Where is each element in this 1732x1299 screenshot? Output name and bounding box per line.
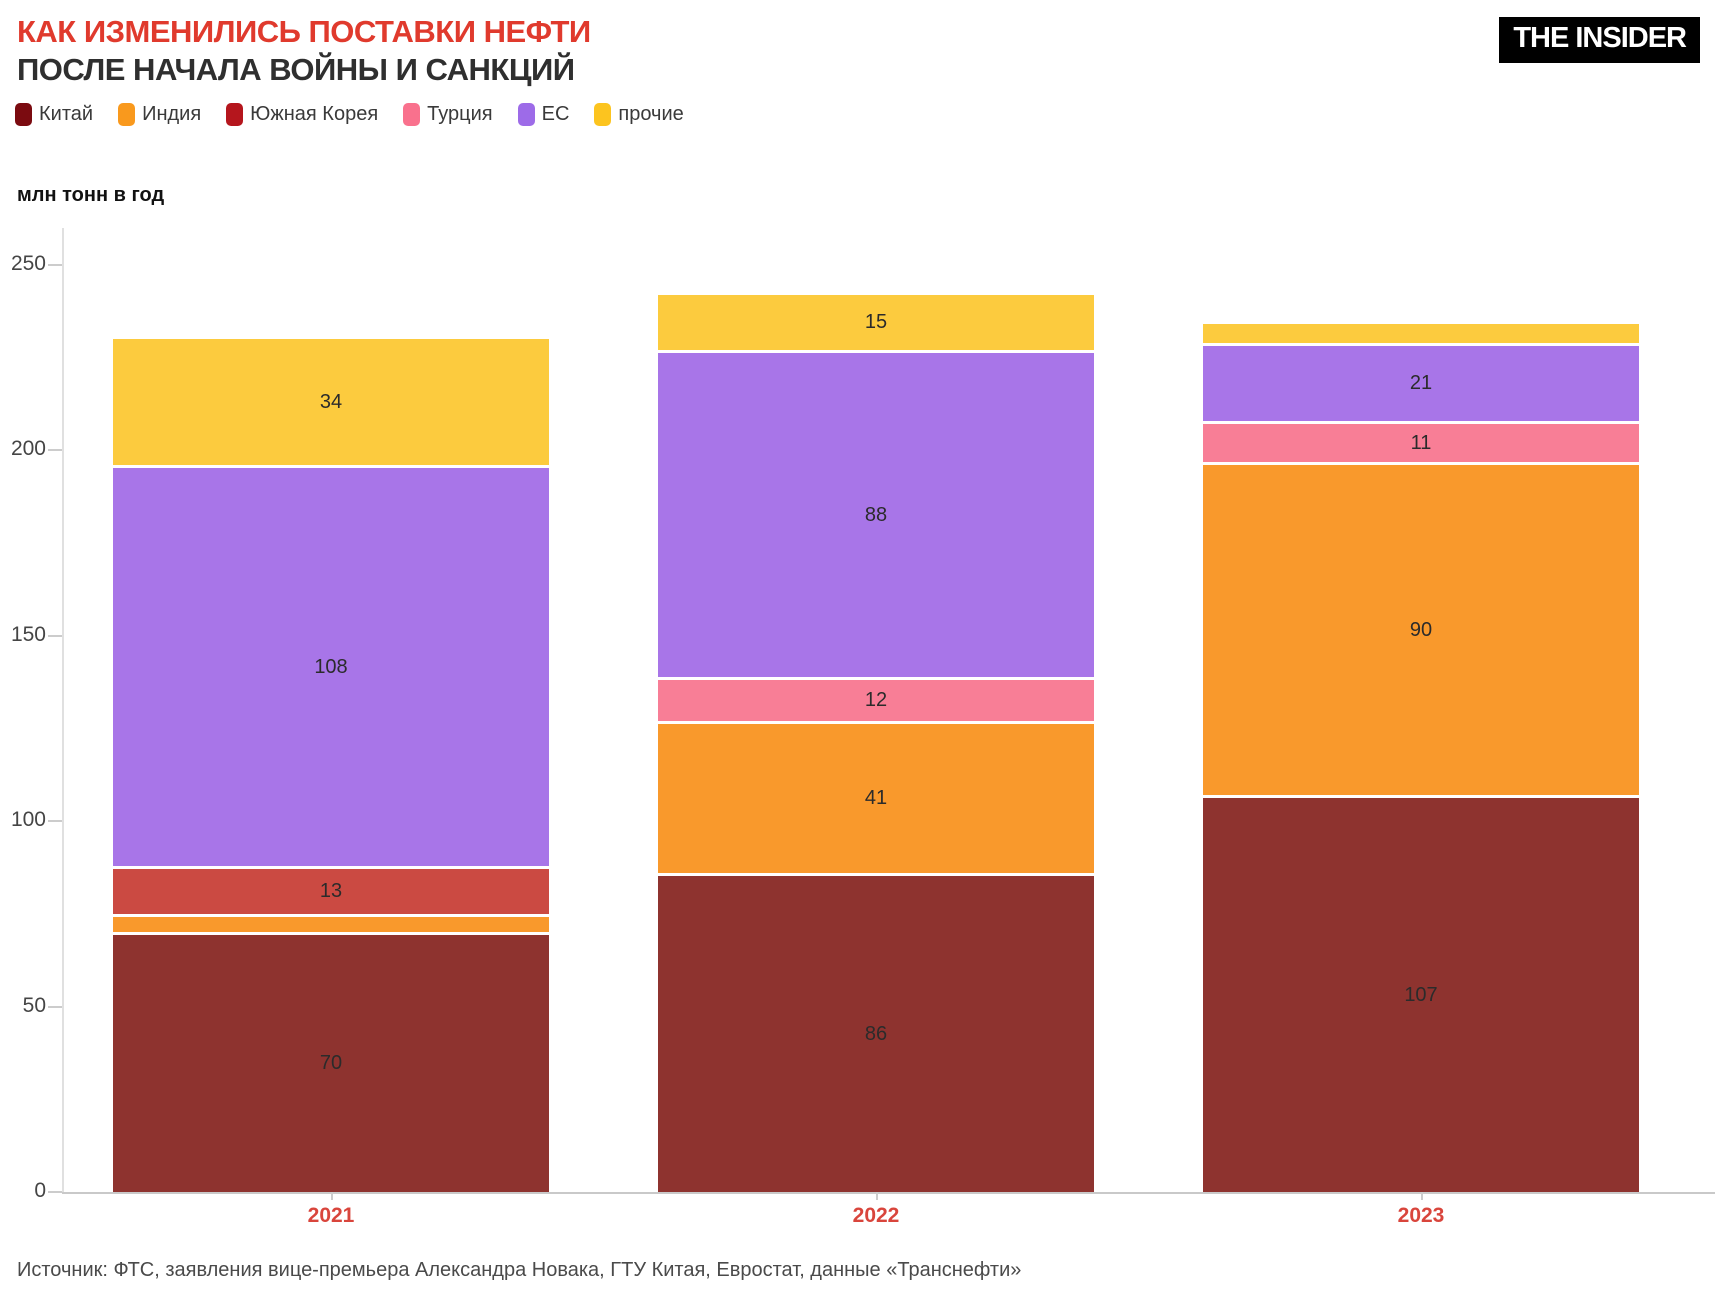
legend-swatch-icon [403, 103, 421, 126]
segment-value-label: 90 [1409, 618, 1433, 641]
y-axis-tick [48, 449, 62, 451]
legend-item: Индия [118, 103, 201, 126]
bar-segment: 90 [1203, 462, 1639, 795]
segment-value-label: 107 [1404, 983, 1438, 1006]
legend-swatch-icon [594, 103, 612, 126]
y-axis-unit-label: млн тонн в год [17, 184, 165, 206]
segment-value-label: 12 [864, 689, 888, 711]
legend-swatch-icon [517, 103, 535, 126]
y-axis-tick [48, 1006, 62, 1008]
legend-item: Турция [403, 103, 493, 126]
y-axis-tick-label: 200 [10, 437, 46, 460]
segment-value-label: 34 [319, 390, 343, 413]
y-axis-line [62, 228, 64, 1192]
x-axis-baseline [62, 1192, 1715, 1194]
segment-value-label: 41 [864, 787, 888, 809]
segment-value-label: 70 [319, 1052, 343, 1074]
x-axis-year-label: 2022 [852, 1204, 900, 1227]
chart-title-dark: ПОСЛЕ НАЧАЛА ВОЙНЫ И САНКЦИЙ [17, 52, 575, 87]
segment-value-label: 88 [864, 503, 888, 526]
y-axis-tick [48, 635, 62, 637]
bar-segment: 12 [658, 677, 1094, 721]
legend-item: ЕС [517, 103, 570, 126]
legend-label: Индия [142, 103, 202, 125]
segment-value-label: 108 [314, 655, 348, 678]
legend-swatch-icon [15, 103, 32, 126]
chart-title-accent: КАК ИЗМЕНИЛИСЬ ПОСТАВКИ НЕФТИ [17, 14, 591, 49]
y-axis-tick [48, 1191, 62, 1193]
y-axis-tick [48, 264, 62, 266]
legend-label: Китай [39, 103, 94, 125]
y-axis-tick-label: 0 [34, 1179, 46, 1202]
legend-item: Китай [15, 103, 93, 126]
legend-item: прочие [594, 103, 684, 126]
chart-legend: Китай Индия Южная Корея Турция ЕС прочие [15, 103, 684, 126]
segment-value-label: 13 [319, 880, 343, 902]
x-axis-tick [331, 1192, 333, 1200]
bar-segment: 70 [113, 932, 549, 1192]
segment-value-label: 11 [1410, 431, 1432, 454]
y-axis-tick-label: 100 [10, 808, 46, 831]
bar-segment: 21 [1203, 343, 1639, 421]
x-axis-year-label: 2021 [307, 1204, 355, 1227]
segment-value-label: 86 [864, 1022, 888, 1045]
the-insider-logo: THE INSIDER [1499, 17, 1700, 63]
segment-value-label: 15 [864, 311, 888, 333]
bar-segment: 41 [658, 721, 1094, 873]
bar-segment: 15 [658, 295, 1094, 350]
bar-segment: 86 [658, 873, 1094, 1192]
legend-label: Турция [427, 103, 493, 125]
y-axis-tick-label: 50 [22, 994, 46, 1017]
y-axis-tick [48, 820, 62, 822]
x-axis-tick [876, 1192, 878, 1200]
source-attribution: Источник: ФТС, заявления вице-премьера А… [17, 1259, 1022, 1281]
legend-item: Южная Корея [226, 103, 378, 126]
bar-segment: 11 [1203, 421, 1639, 462]
x-axis-tick [1421, 1192, 1423, 1200]
bar-segment: 88 [658, 350, 1094, 677]
x-axis-year-label: 2023 [1397, 1204, 1445, 1227]
y-axis-tick-label: 150 [10, 623, 46, 646]
legend-label: Южная Корея [250, 103, 379, 125]
legend-label: прочие [618, 103, 684, 125]
segment-value-label: 21 [1409, 372, 1433, 394]
legend-label: ЕС [541, 103, 570, 125]
legend-swatch-icon [226, 103, 244, 126]
legend-swatch-icon [118, 103, 136, 126]
y-axis-tick-label: 250 [10, 252, 46, 275]
bar-segment [1203, 324, 1639, 343]
bar-segment: 13 [113, 866, 549, 914]
bar-segment: 108 [113, 465, 549, 866]
bar-segment: 107 [1203, 795, 1639, 1192]
bar-segment: 34 [113, 339, 549, 465]
bar-segment [113, 914, 549, 932]
